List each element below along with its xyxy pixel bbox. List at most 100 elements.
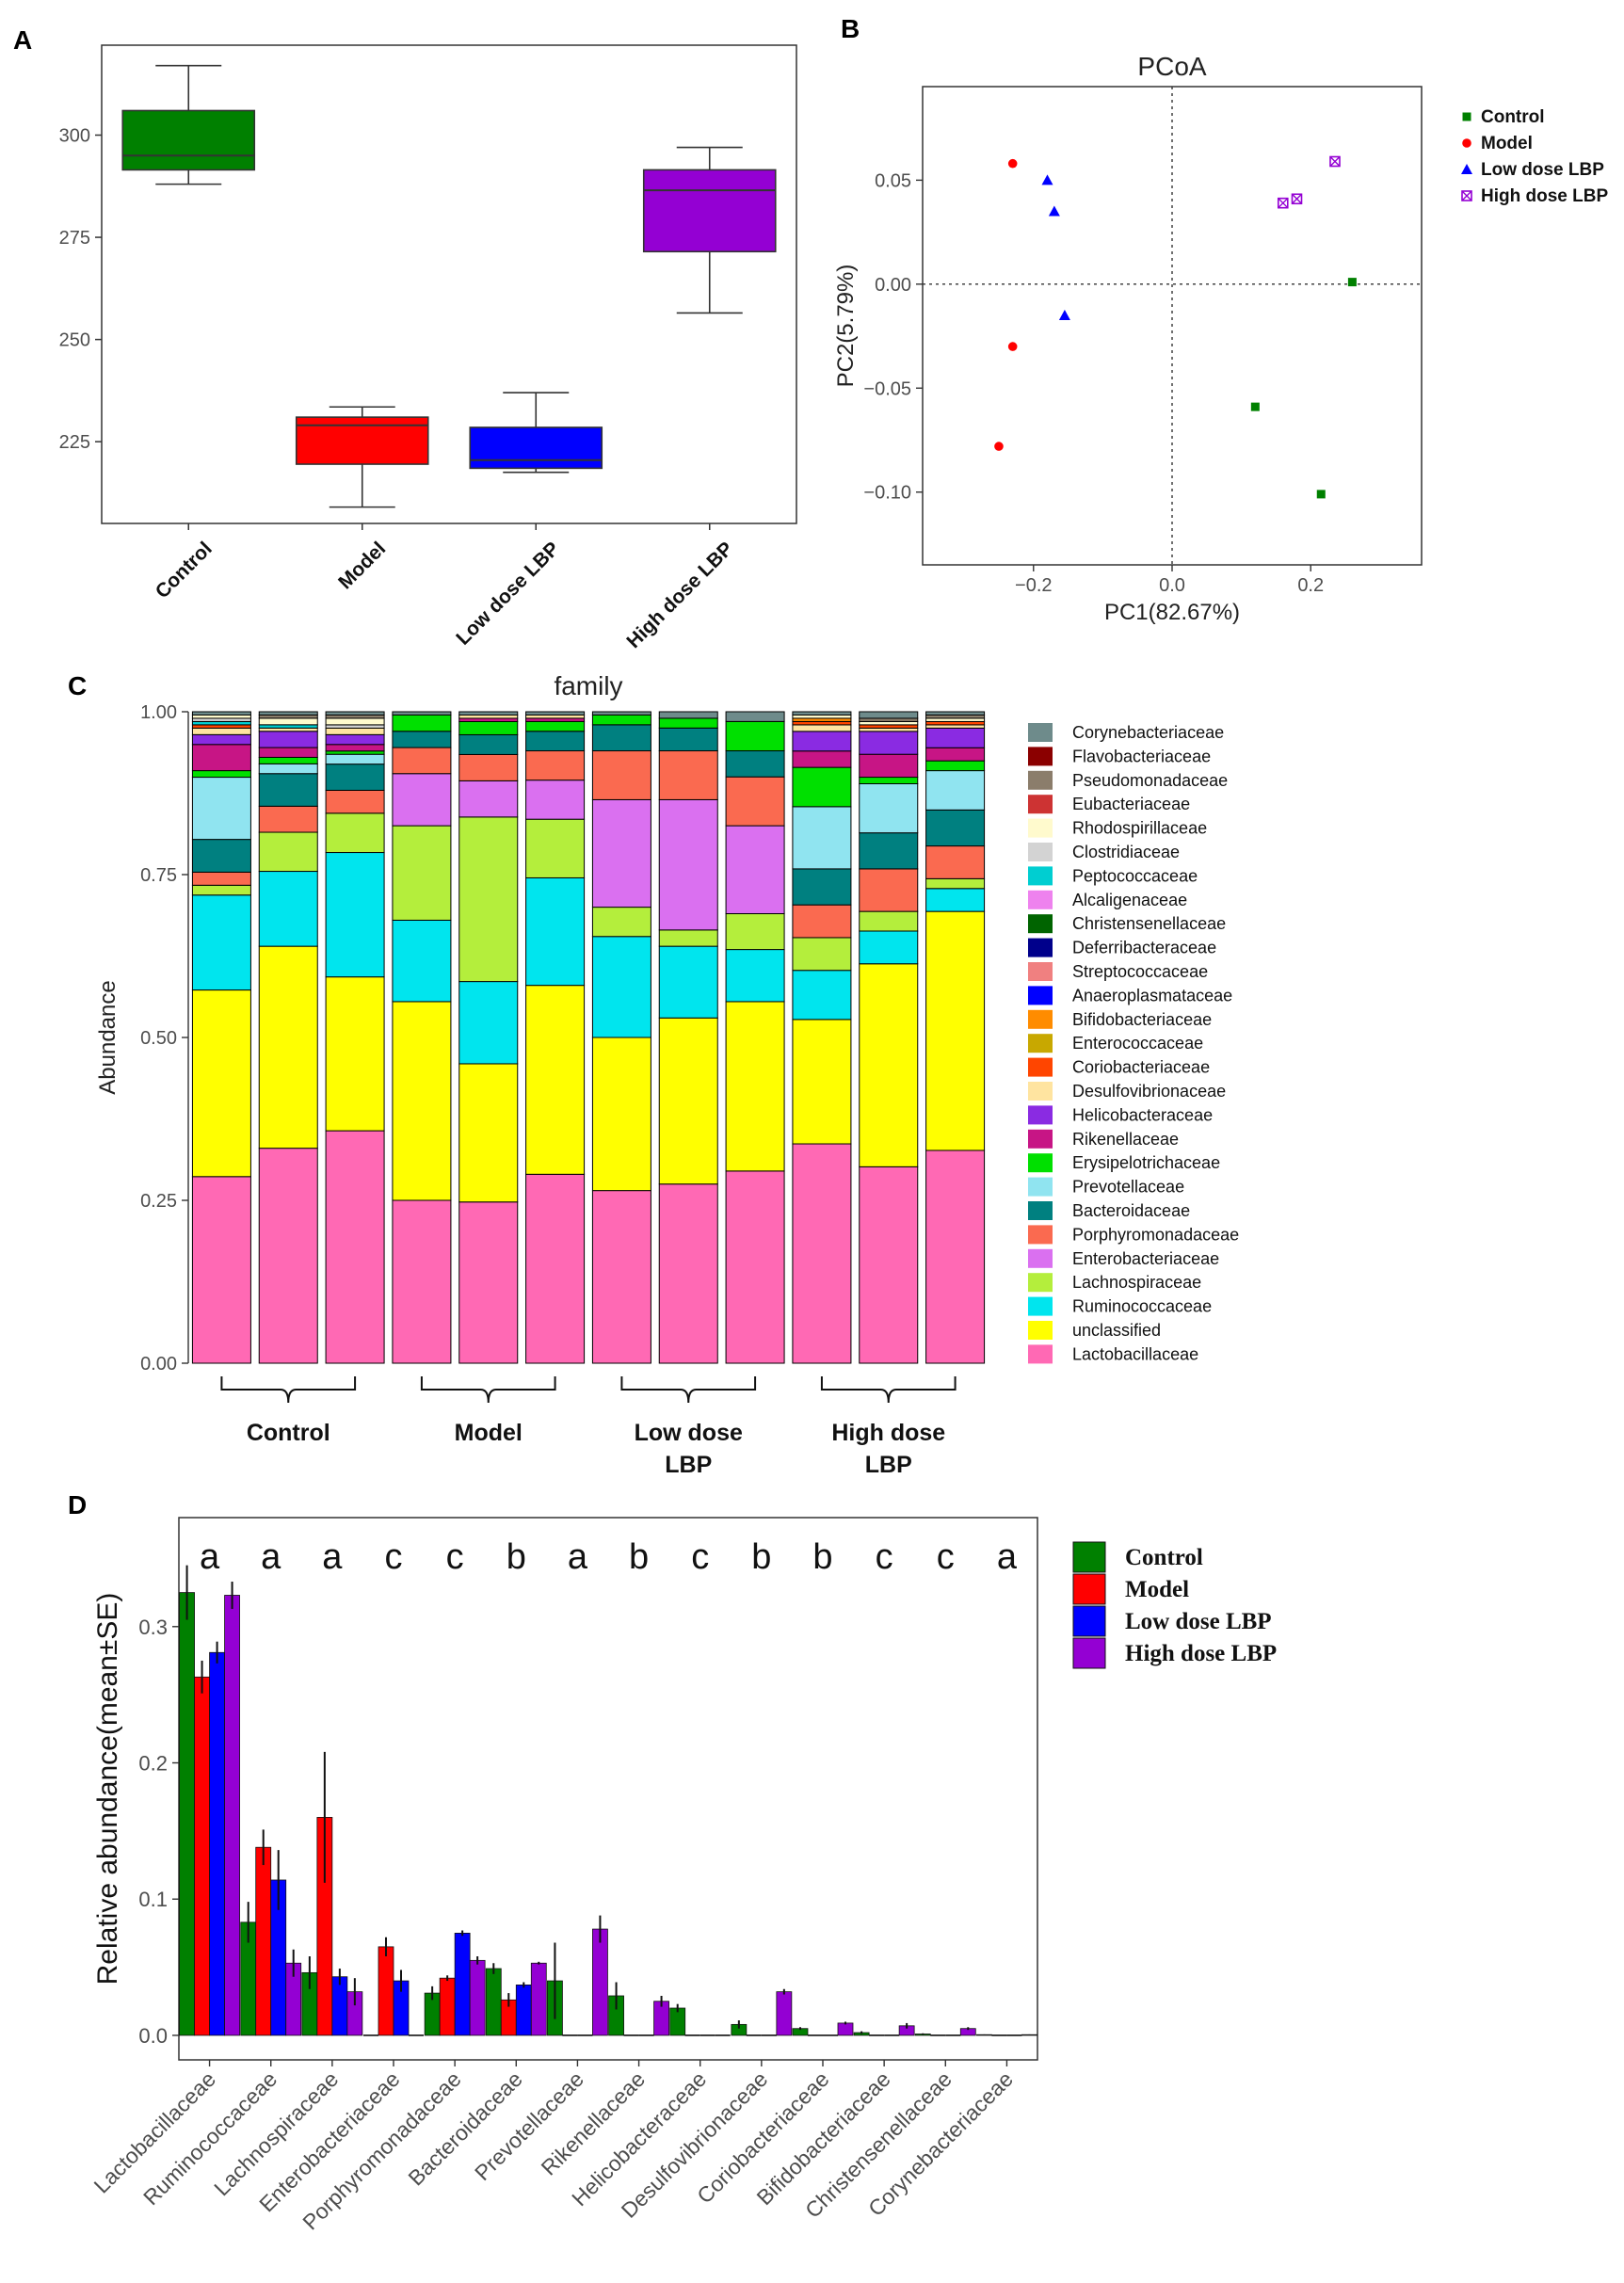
segment-lachnospiraceae-bar-6 (525, 818, 586, 878)
point-high-dose-lbp-1 (1277, 197, 1289, 209)
legend-swatch-porphyromonadaceae (1028, 1225, 1053, 1245)
legend-label-model: Model (1481, 134, 1533, 153)
y-axis-label: Abundance (95, 980, 121, 1094)
segment-rikenellaceae-bar-6 (525, 717, 586, 722)
segment-lachnospiraceae-bar-10 (792, 937, 852, 972)
segment-rhodospirillaceae-bar-2 (258, 717, 318, 726)
segment-lachnospiraceae-bar-11 (859, 910, 919, 932)
y-tick-label: 1.00 (140, 702, 177, 723)
segment-desulfovibrionaceae-bar-2 (258, 727, 318, 732)
segment-prevotellaceae-bar-1 (191, 777, 251, 841)
point-high-dose-lbp-1-cross (1278, 198, 1289, 209)
group-brace-control (220, 1376, 357, 1404)
segment-porphyromonadaceae-bar-12 (925, 845, 986, 879)
segment-ruminococcaceae-bar-3 (325, 852, 385, 978)
legend-label-ruminococcaceae: Ruminococcaceae (1072, 1297, 1212, 1316)
legend-swatch-peptococcaceae (1028, 866, 1053, 886)
point-low-dose-lbp-2 (1048, 205, 1060, 217)
legend-label-peptococcaceae: Peptococcaceae (1072, 866, 1198, 885)
segment-corynebacteriaceae-bar-2 (258, 711, 318, 715)
legend-label-bacteroidaceae: Bacteroidaceae (1072, 1201, 1190, 1220)
segment-lachnospiraceae-bar-1 (191, 884, 251, 896)
legend-label-low-dose-lbp: Low dose LBP (1481, 160, 1604, 180)
segment-erysipelotrichaceae-bar-6 (525, 720, 586, 732)
legend-label-eubacteriaceae: Eubacteriaceae (1072, 795, 1190, 813)
legend-swatch-model (1072, 1573, 1106, 1605)
segment-porphyromonadaceae-bar-5 (458, 753, 519, 781)
segment-bacteroidaceae-bar-8 (658, 727, 718, 752)
segment-desulfovibrionaceae-bar-5 (458, 714, 519, 719)
segment-helicobacteraceae-bar-12 (925, 727, 986, 748)
significance-letter-bifidobacteriaceae: c (876, 1537, 893, 1577)
x-tick-label: −0.2 (1015, 575, 1052, 596)
group-label-control: Control (247, 1420, 330, 1446)
segment-lactobacillaceae-bar-1 (191, 1176, 251, 1364)
segment-erysipelotrichaceae-bar-7 (591, 714, 651, 726)
segment-lachnospiraceae-bar-3 (325, 812, 385, 854)
bar-desulfovibrionaceae-high-dose-lbp (776, 1991, 793, 2036)
bar-bacteroidaceae-control (485, 1968, 502, 2036)
legend-marker-low-dose-lbp (1461, 164, 1472, 174)
segment-corynebacteriaceae-bar-1 (191, 711, 251, 715)
segment-unclassified-bar-11 (859, 963, 919, 1167)
legend-swatch-coriobacteriaceae (1028, 1057, 1053, 1077)
legend-swatch-prevotellaceae (1028, 1177, 1053, 1197)
point-high-dose-lbp-2-cross (1292, 193, 1302, 204)
segment-pseudomonadaceae-bar-2 (258, 714, 318, 719)
segment-lactobacillaceae-bar-7 (591, 1190, 651, 1364)
legend-label-rikenellaceae: Rikenellaceae (1072, 1130, 1179, 1149)
legend-swatch-helicobacteraceae (1028, 1105, 1053, 1125)
segment-unclassified-bar-12 (925, 910, 986, 1151)
segment-pseudomonadaceae-bar-3 (325, 714, 385, 719)
pcoa-title: PCoA (1137, 52, 1206, 81)
segment-bacteroidaceae-bar-6 (525, 731, 586, 752)
segment-prevotellaceae-bar-12 (925, 770, 986, 811)
segment-corynebacteriaceae-bar-9 (725, 711, 785, 722)
legend-label-enterococcaceae: Enterococcaceae (1072, 1034, 1203, 1053)
segment-lachnospiraceae-bar-5 (458, 816, 519, 983)
legend-swatch-erysipelotrichaceae (1028, 1153, 1053, 1173)
segment-enterobacteriaceae-bar-8 (658, 798, 718, 931)
significance-letter-porphyromonadaceae: c (446, 1537, 464, 1577)
bar-porphyromonadaceae-model (439, 1977, 456, 2036)
group-brace-low-dose-lbp (620, 1376, 757, 1404)
segment-lactobacillaceae-bar-9 (725, 1170, 785, 1364)
legend-marker-high-dose-lbp-cross (1461, 190, 1472, 201)
segment-porphyromonadaceae-bar-1 (191, 871, 251, 886)
segment-ruminococcaceae-bar-7 (591, 936, 651, 1038)
segment-corynebacteriaceae-bar-7 (591, 711, 651, 715)
legend-label-flavobacteriaceae: Flavobacteriaceae (1072, 747, 1211, 765)
significance-letter-enterobacteriaceae: c (385, 1537, 403, 1577)
legend-swatch-flavobacteriaceae (1028, 747, 1053, 766)
legend-marker-model (1462, 138, 1471, 148)
significance-letter-christensenellaceae: c (937, 1537, 955, 1577)
segment-rhodospirillaceae-bar-12 (925, 717, 986, 722)
segment-enterobacteriaceae-bar-5 (458, 780, 519, 818)
point-high-dose-lbp-3 (1329, 155, 1341, 168)
segment-bifidobacteriaceae-bar-10 (792, 717, 852, 722)
significance-letter-desulfovibrionaceae: b (751, 1537, 771, 1577)
y-tick-label: 0.1 (138, 1888, 168, 1911)
segment-bacteroidaceae-bar-5 (458, 733, 519, 755)
bar-enterobacteriaceae-model (378, 1946, 394, 2036)
y-tick-label: 0.05 (875, 170, 911, 191)
segment-rhodospirillaceae-bar-10 (792, 714, 852, 719)
legend-label-pseudomonadaceae: Pseudomonadaceae (1072, 771, 1228, 790)
segment-porphyromonadaceae-bar-4 (392, 747, 452, 775)
legend-swatch-rhodospirillaceae (1028, 818, 1053, 838)
segment-unclassified-bar-4 (392, 1001, 452, 1201)
segment-rhodospirillaceae-bar-1 (191, 714, 251, 719)
segment-erysipelotrichaceae-bar-4 (392, 714, 452, 732)
legend-label-coriobacteriaceae: Coriobacteriaceae (1072, 1058, 1210, 1077)
point-control-3 (1316, 490, 1326, 499)
point-high-dose-lbp-2 (1291, 193, 1303, 205)
bar-porphyromonadaceae-low-dose-lbp (454, 1933, 471, 2036)
segment-corynebacteriaceae-bar-6 (525, 711, 586, 715)
segment-helicobacteraceae-bar-10 (792, 731, 852, 752)
segment-porphyromonadaceae-bar-3 (325, 789, 385, 814)
legend-swatch-high-dose-lbp (1072, 1637, 1106, 1669)
segment-bacteroidaceae-bar-2 (258, 773, 318, 807)
legend-swatch-streptococcaceae (1028, 962, 1053, 981)
segment-desulfovibrionaceae-bar-12 (925, 724, 986, 729)
panel-label-d: D (68, 1490, 87, 1519)
